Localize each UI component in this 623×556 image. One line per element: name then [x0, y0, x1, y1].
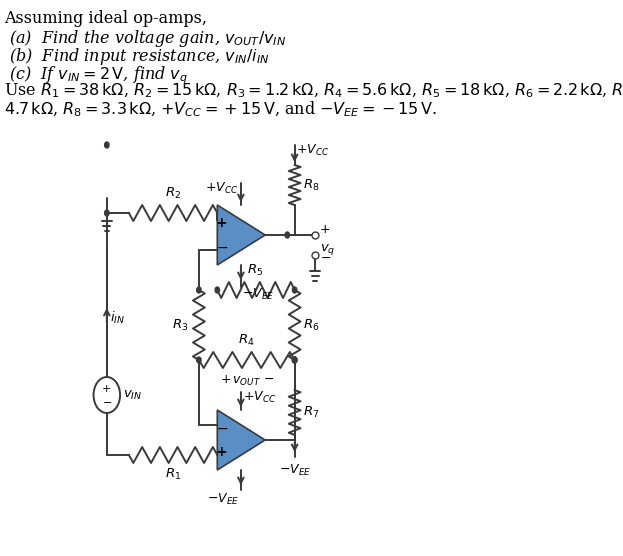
Text: +: +	[320, 222, 330, 236]
Text: $+V_{CC}$: $+V_{CC}$	[205, 181, 238, 196]
Circle shape	[105, 142, 109, 148]
Text: $R_4$: $R_4$	[239, 333, 255, 348]
Text: $-V_{EE}$: $-V_{EE}$	[242, 287, 274, 302]
Circle shape	[105, 210, 109, 216]
Text: $R_5$: $R_5$	[247, 263, 264, 278]
Polygon shape	[217, 205, 265, 265]
Text: +: +	[102, 384, 112, 394]
Text: $-$: $-$	[216, 240, 228, 254]
Text: $R_2$: $R_2$	[165, 186, 181, 201]
Circle shape	[285, 232, 290, 238]
Text: $i_{IN}$: $i_{IN}$	[110, 310, 126, 326]
Text: (b)  Find input resistance, $v_{IN}/i_{IN}$: (b) Find input resistance, $v_{IN}/i_{IN…	[9, 46, 269, 67]
Text: Use $R_1 = 38\,\mathrm{k\Omega}$, $R_2 = 15\,\mathrm{k\Omega}$, $R_3 = 1.2\,\mat: Use $R_1 = 38\,\mathrm{k\Omega}$, $R_2 =…	[4, 82, 623, 101]
Circle shape	[292, 357, 297, 363]
Text: $4.7\,\mathrm{k\Omega}$, $R_8 = 3.3\,\mathrm{k\Omega}$, $+V_{CC} = +15\,\mathrm{: $4.7\,\mathrm{k\Omega}$, $R_8 = 3.3\,\ma…	[4, 100, 437, 120]
Circle shape	[292, 357, 297, 363]
Text: $R_3$: $R_3$	[172, 317, 189, 332]
Polygon shape	[217, 410, 265, 470]
Circle shape	[197, 287, 201, 293]
Text: (a)  Find the voltage gain, $v_{OUT}/v_{IN}$: (a) Find the voltage gain, $v_{OUT}/v_{I…	[9, 28, 286, 49]
Text: $-$: $-$	[216, 421, 228, 435]
Text: $-V_{EE}$: $-V_{EE}$	[207, 492, 239, 507]
Text: +: +	[216, 216, 227, 230]
Text: $R_6$: $R_6$	[303, 317, 320, 332]
Circle shape	[292, 287, 297, 293]
Text: $-$: $-$	[320, 251, 331, 264]
Circle shape	[292, 357, 297, 363]
Text: $+V_{CC}$: $+V_{CC}$	[296, 143, 330, 158]
Text: $-V_{EE}$: $-V_{EE}$	[278, 463, 311, 478]
Text: (c)  If $v_{IN} = 2\,\mathrm{V}$, find $v_q$: (c) If $v_{IN} = 2\,\mathrm{V}$, find $v…	[9, 64, 188, 86]
Circle shape	[197, 357, 201, 363]
Text: $R_7$: $R_7$	[303, 404, 320, 420]
Text: $v_{IN}$: $v_{IN}$	[123, 389, 142, 401]
Text: $v_q$: $v_q$	[320, 241, 335, 256]
Text: $+\,v_{OUT}\,-$: $+\,v_{OUT}\,-$	[219, 374, 274, 388]
Text: +: +	[216, 445, 227, 459]
Text: Assuming ideal op-amps,: Assuming ideal op-amps,	[4, 10, 207, 27]
Text: $R_8$: $R_8$	[303, 177, 320, 192]
Circle shape	[93, 377, 120, 413]
Text: $+V_{CC}$: $+V_{CC}$	[243, 390, 276, 405]
Circle shape	[215, 287, 219, 293]
Text: $R_1$: $R_1$	[165, 467, 181, 482]
Text: $-$: $-$	[102, 396, 112, 406]
